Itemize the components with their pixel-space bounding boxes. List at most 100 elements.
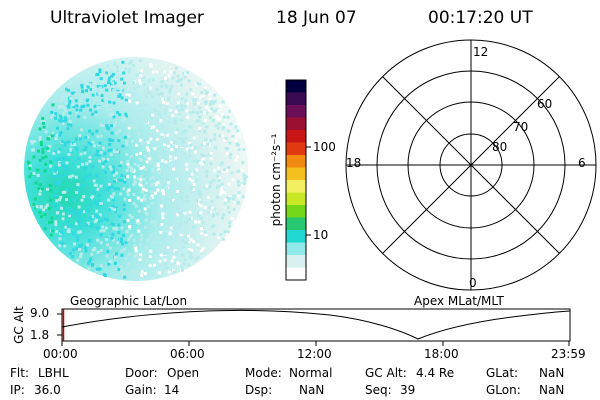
disk-speckle (111, 204, 115, 208)
disk-speckle (185, 109, 189, 113)
disk-speckle (137, 262, 141, 266)
disk-speckle (150, 194, 154, 198)
disk-speckle (160, 92, 164, 96)
disk-speckle (174, 110, 178, 114)
disk-speckle (145, 95, 148, 99)
disk-speckle (158, 258, 162, 261)
disk-speckle (159, 184, 163, 188)
disk-speckle (167, 120, 171, 124)
disk-speckle (108, 107, 112, 111)
disk-speckle (197, 119, 201, 123)
disk-speckle (59, 116, 63, 120)
disk-speckle (114, 209, 117, 213)
disk-speckle (172, 164, 176, 168)
disk-speckle (76, 258, 80, 262)
disk-speckle (70, 224, 74, 228)
disk-speckle (98, 70, 102, 74)
disk-speckle (223, 168, 226, 172)
disk-speckle (211, 214, 215, 218)
disk-speckle (49, 160, 53, 164)
disk-speckle (79, 98, 83, 102)
disk-speckle (183, 140, 187, 144)
disk-speckle (113, 81, 117, 85)
disk-speckle (95, 174, 99, 178)
disk-speckle (157, 149, 161, 153)
disk-speckle (76, 165, 80, 169)
disk-speckle (56, 126, 59, 130)
disk-speckle (117, 139, 121, 143)
disk-speckle (142, 166, 146, 170)
disk-speckle (124, 98, 128, 102)
disk-speckle (180, 141, 184, 145)
disk-speckle (162, 192, 165, 196)
disk-speckle (164, 192, 167, 196)
disk-speckle (38, 136, 42, 139)
disk-speckle (160, 223, 164, 227)
disk-speckle (130, 216, 134, 219)
disk-speckle (28, 175, 32, 179)
disk-speckle (203, 130, 207, 134)
disk-speckle (156, 181, 160, 184)
lat-label-80: 80 (492, 140, 508, 154)
disk-speckle (222, 115, 226, 119)
info-door-value: Open (167, 366, 200, 380)
disk-speckle (217, 118, 221, 122)
disk-speckle (58, 237, 62, 241)
disk-speckle (67, 140, 71, 144)
disk-speckle (128, 61, 131, 65)
disk-speckle (108, 183, 111, 186)
disk-speckle (93, 200, 97, 204)
disk-speckle (166, 167, 170, 171)
disk-speckle (73, 199, 76, 203)
disk-speckle (125, 230, 129, 234)
disk-speckle (142, 177, 146, 181)
disk-speckle (153, 147, 157, 151)
disk-speckle (144, 112, 148, 115)
uv-image-panel (24, 57, 249, 281)
disk-speckle (63, 141, 67, 145)
disk-speckle (240, 183, 244, 187)
info-glat-label: GLat: (486, 366, 519, 380)
disk-speckle (146, 87, 150, 91)
disk-speckle (47, 148, 51, 152)
disk-speckle (65, 198, 68, 202)
disk-speckle (60, 206, 63, 210)
disk-speckle (96, 87, 100, 91)
disk-speckle (143, 276, 147, 280)
disk-speckle (179, 222, 183, 226)
disk-speckle (62, 157, 66, 161)
disk-speckle (130, 270, 134, 274)
disk-speckle (172, 141, 176, 145)
disk-speckle (218, 134, 222, 138)
disk-speckle (105, 100, 109, 104)
disk-speckle (137, 78, 141, 82)
disk-speckle (162, 243, 166, 247)
disk-speckle (212, 137, 216, 141)
color-bar-segments (286, 80, 306, 281)
disk-speckle (150, 183, 153, 187)
disk-speckle (203, 119, 207, 123)
disk-speckle (127, 238, 131, 241)
disk-speckle (166, 266, 170, 270)
disk-speckle (99, 184, 103, 188)
disk-speckle (195, 168, 199, 172)
disk-speckle (57, 157, 61, 161)
disk-speckle (170, 161, 173, 165)
disk-speckle (139, 138, 143, 142)
disk-speckle (161, 79, 165, 83)
disk-speckle (198, 96, 202, 100)
disk-speckle (150, 272, 154, 276)
mlt-label-0: 0 (469, 276, 477, 290)
disk-speckle (200, 231, 204, 235)
disk-speckle (91, 132, 95, 136)
disk-speckle (40, 215, 43, 219)
disk-speckle (139, 243, 143, 247)
disk-speckle (101, 225, 105, 229)
disk-speckle (55, 133, 59, 137)
disk-speckle (79, 152, 83, 156)
disk-speckle (145, 212, 149, 216)
disk-speckle (117, 230, 121, 234)
disk-speckle (104, 104, 108, 108)
disk-speckle (118, 178, 122, 182)
disk-speckle (118, 73, 122, 77)
